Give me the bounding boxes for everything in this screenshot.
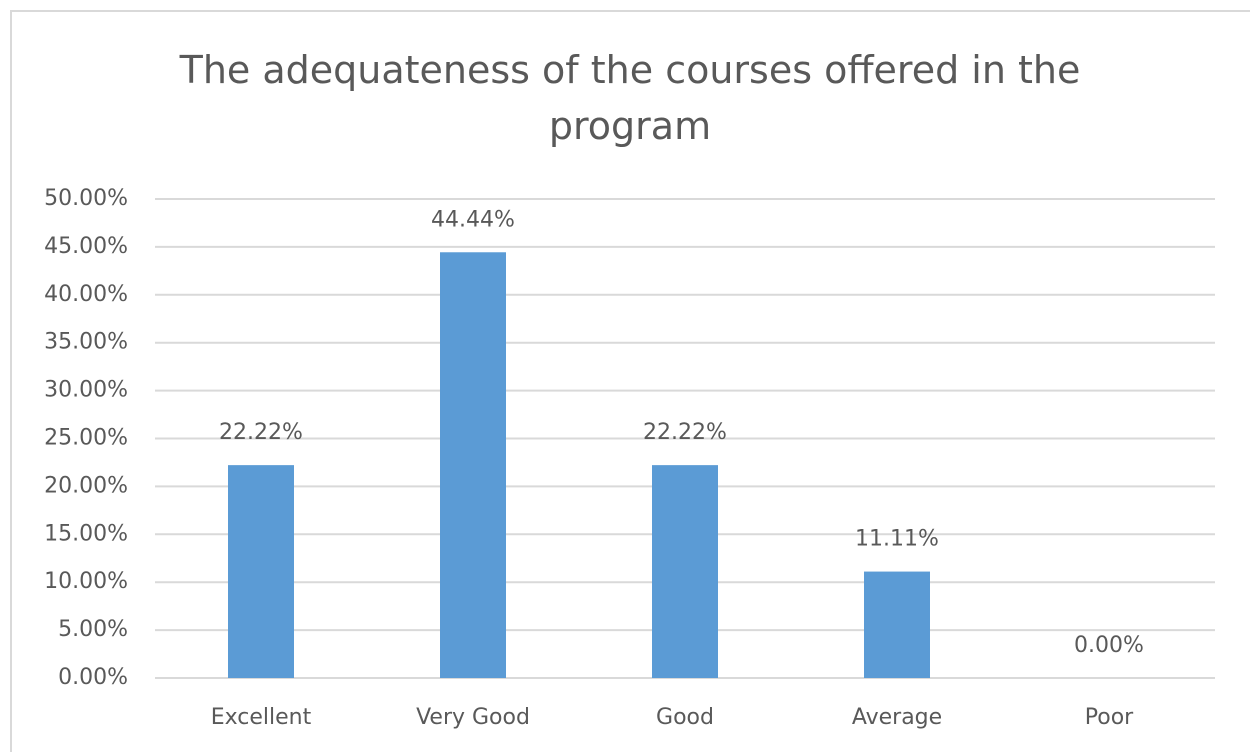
y-tick-label: 35.00% xyxy=(44,330,128,355)
data-label: 0.00% xyxy=(1074,633,1144,658)
y-tick-label: 10.00% xyxy=(44,569,128,594)
y-tick-label: 20.00% xyxy=(44,473,128,498)
bar xyxy=(228,465,294,678)
y-tick-label: 40.00% xyxy=(44,282,128,307)
y-tick-label: 30.00% xyxy=(44,378,128,403)
bar xyxy=(440,252,506,678)
y-tick-label: 45.00% xyxy=(44,234,128,259)
y-tick-label: 25.00% xyxy=(44,426,128,451)
y-tick-label: 0.00% xyxy=(58,665,128,690)
data-label: 22.22% xyxy=(219,420,303,445)
chart-title: The adequateness of the courses offered … xyxy=(179,48,1081,148)
y-tick-label: 15.00% xyxy=(44,521,128,546)
data-label: 11.11% xyxy=(855,527,939,552)
bar xyxy=(864,571,930,678)
y-tick-label: 5.00% xyxy=(58,617,128,642)
x-tick-label: Poor xyxy=(1085,705,1134,730)
data-label: 22.22% xyxy=(643,420,727,445)
bar xyxy=(652,465,718,678)
x-tick-label: Average xyxy=(852,705,942,730)
x-tick-label: Very Good xyxy=(416,705,530,730)
y-tick-label: 50.00% xyxy=(44,186,128,211)
chart-frame xyxy=(10,10,1250,752)
x-tick-label: Excellent xyxy=(211,705,312,730)
x-tick-label: Good xyxy=(656,705,714,730)
data-label: 44.44% xyxy=(431,207,515,232)
